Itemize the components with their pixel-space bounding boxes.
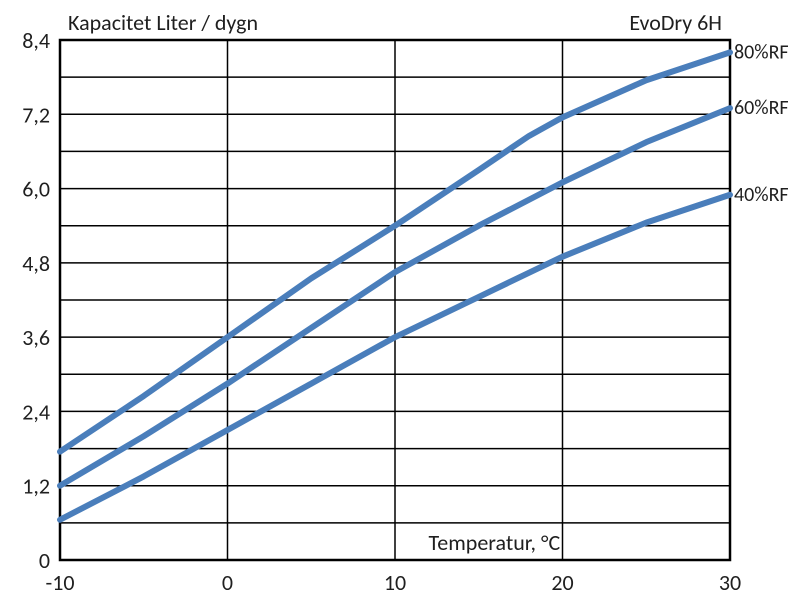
y-tick-label: 7,2 (22, 101, 50, 128)
y-tick-label: 6,0 (22, 176, 50, 203)
chart-container: 01,22,43,64,86,07,28,4-100102030Kapacite… (0, 0, 799, 609)
series-label-80%RF: 80%RF (734, 40, 789, 64)
y-tick-label: 8,4 (22, 27, 50, 54)
x-tick-label: -10 (45, 569, 74, 596)
chart-title-right: EvoDry 6H (629, 9, 722, 36)
y-tick-label: 1,2 (22, 473, 50, 500)
x-tick-label: 30 (719, 569, 741, 596)
chart-svg: 01,22,43,64,86,07,28,4-100102030Kapacite… (0, 0, 799, 609)
series-label-40%RF: 40%RF (734, 183, 789, 207)
x-tick-label: 10 (384, 569, 406, 596)
chart-title-left: Kapacitet Liter / dygn (68, 9, 258, 36)
y-tick-label: 2,4 (22, 398, 50, 425)
x-tick-label: 20 (551, 569, 573, 596)
x-axis-label: Temperatur, °C (429, 529, 561, 556)
y-tick-label: 4,8 (22, 250, 50, 277)
series-label-60%RF: 60%RF (734, 96, 789, 120)
x-tick-label: 0 (222, 569, 233, 596)
y-tick-label: 3,6 (22, 324, 50, 351)
